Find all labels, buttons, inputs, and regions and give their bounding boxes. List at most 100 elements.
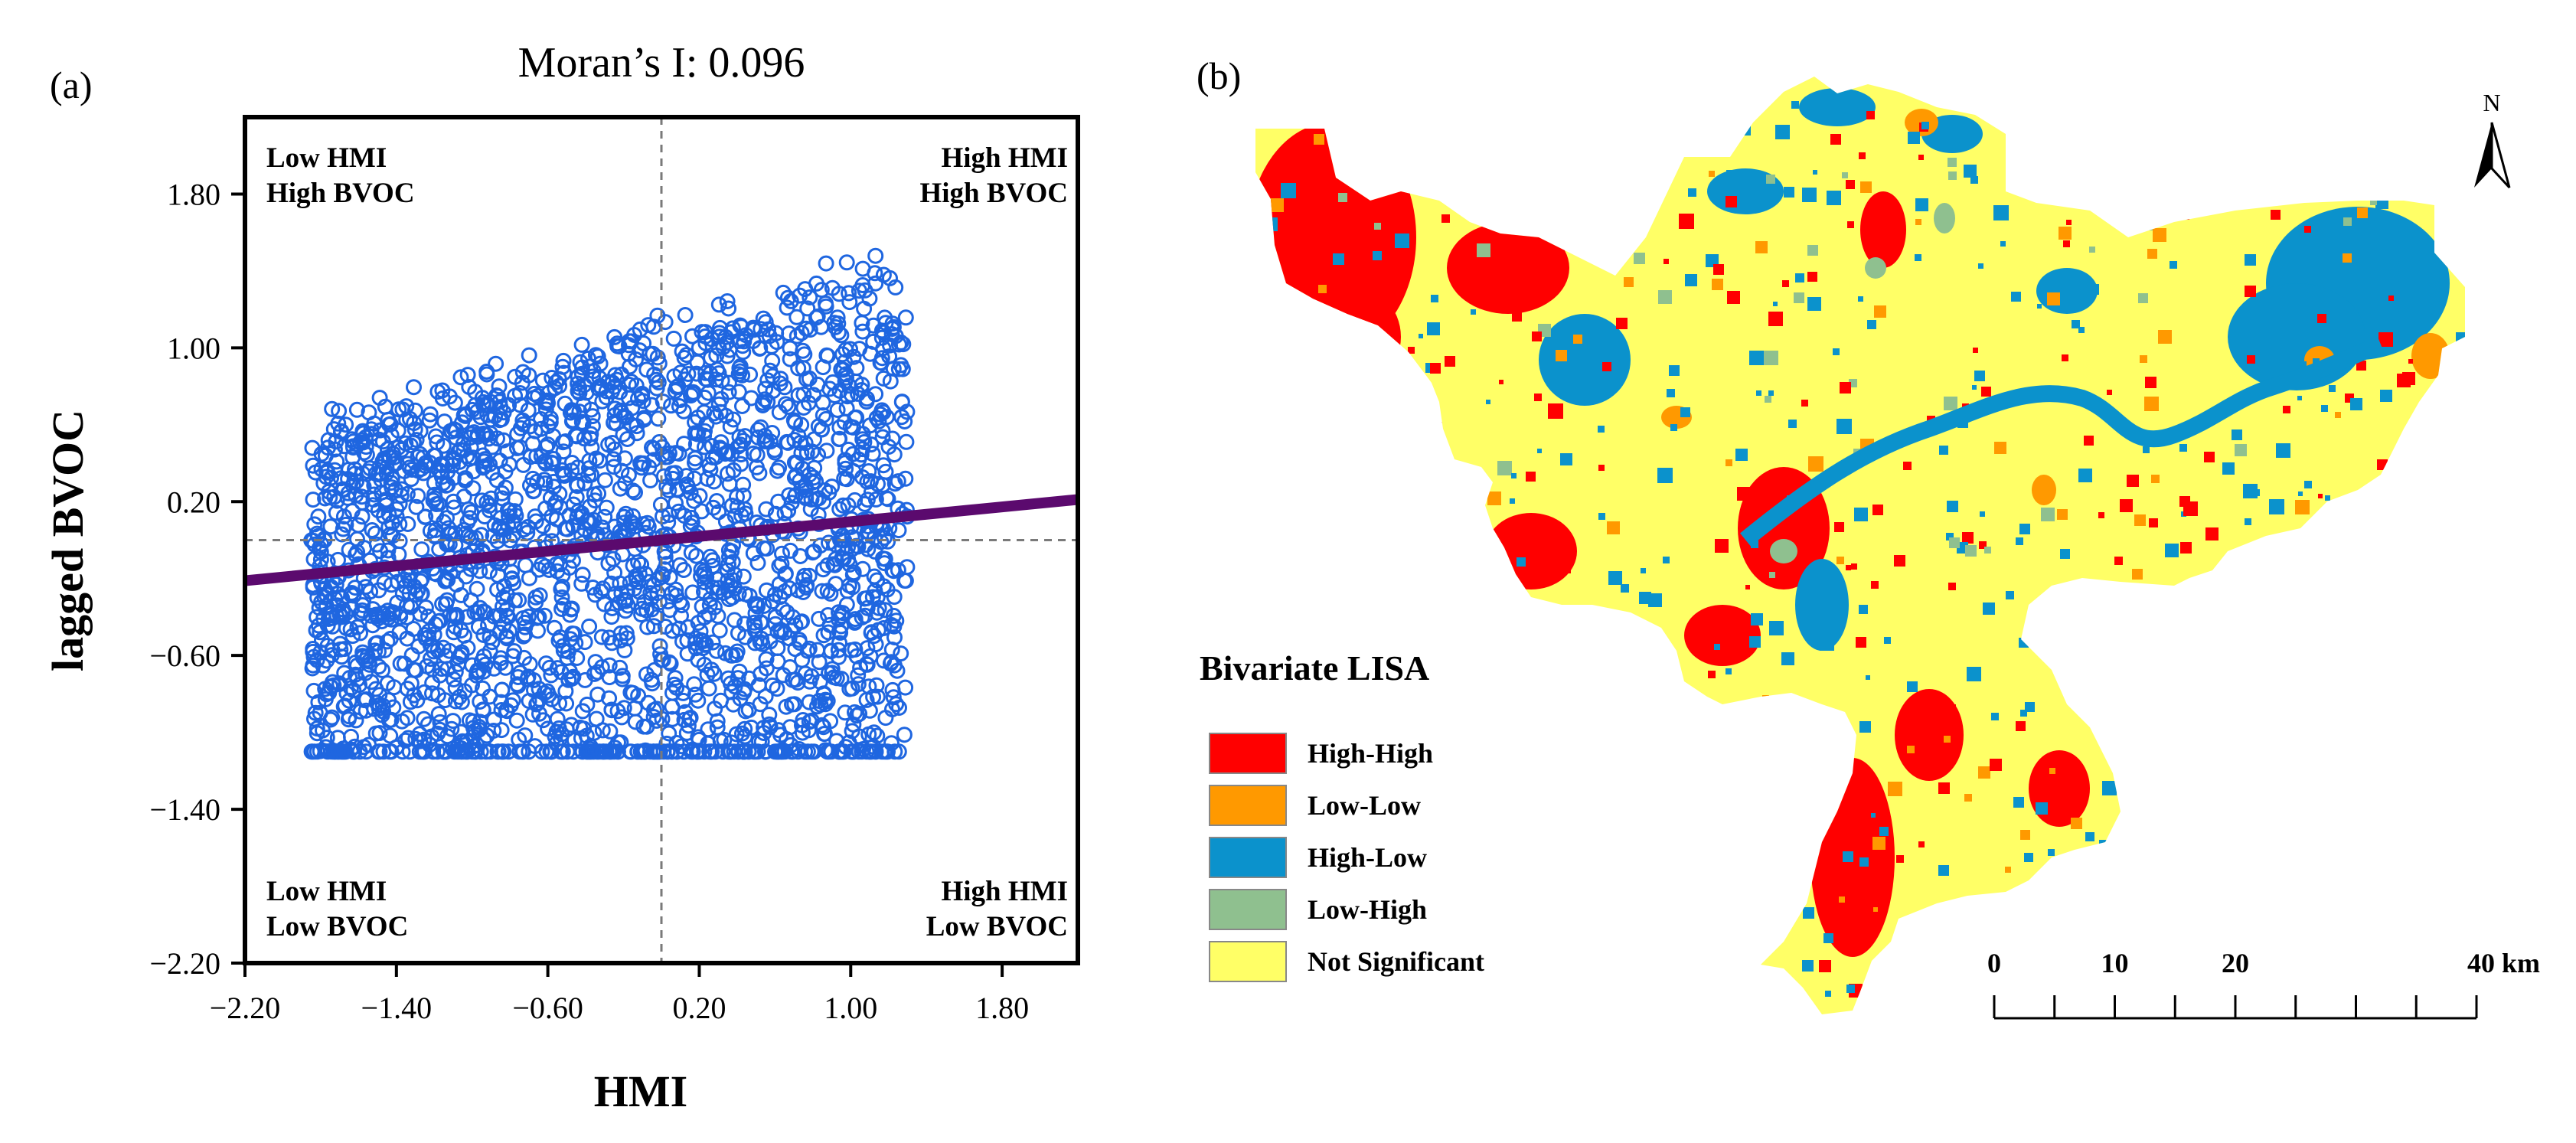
scatter-point <box>809 308 826 325</box>
scatter-point <box>659 449 676 465</box>
scatter-point <box>589 686 606 703</box>
scatter-point <box>656 561 673 578</box>
scatter-point <box>430 495 447 512</box>
map-pixel <box>1658 290 1672 304</box>
scatter-point <box>673 607 689 624</box>
scatter-point <box>436 743 452 760</box>
scatter-point <box>447 679 464 696</box>
scatter-point <box>723 543 740 560</box>
scatter-point <box>655 743 672 760</box>
patch-low-high <box>1934 203 1955 233</box>
map-pixel <box>2019 106 2028 115</box>
map-pixel <box>2060 549 2070 559</box>
scatter-point <box>733 507 750 524</box>
scatter-point <box>838 254 855 271</box>
scatter-point <box>364 522 380 538</box>
map-pixel <box>2062 354 2068 361</box>
map-pixel <box>1670 424 1677 431</box>
map-pixel <box>2057 509 2068 520</box>
scatter-point <box>374 484 390 501</box>
map-pixel <box>1735 449 1748 461</box>
scatter-point <box>594 722 611 739</box>
scatter-point <box>623 374 640 390</box>
scatter-point <box>751 465 768 482</box>
x-tick-label: −0.60 <box>512 991 583 1025</box>
scatter-point <box>854 441 871 458</box>
scatter-point <box>805 387 822 403</box>
scatter-point <box>439 510 455 527</box>
scatter-point <box>668 679 685 696</box>
scatter-point <box>475 459 491 476</box>
scatter-point <box>492 399 509 416</box>
scatter-point <box>893 394 910 410</box>
y-tick-label: 1.00 <box>167 331 220 365</box>
map-pixel <box>2063 240 2070 247</box>
scatter-point <box>865 317 882 334</box>
map-pixel <box>2170 261 2177 269</box>
scatter-point <box>489 533 506 550</box>
map-pixel <box>2156 833 2166 842</box>
map-pixel <box>2205 527 2218 540</box>
map-pixel <box>1782 280 1789 287</box>
map-pixel <box>2388 981 2397 989</box>
scatter-point <box>755 310 772 327</box>
map-pixel <box>1766 175 1775 184</box>
scatter-point <box>465 463 482 480</box>
map-pixel <box>2059 227 2072 240</box>
scatter-point <box>837 460 854 477</box>
scatter-point <box>675 562 692 578</box>
map-pixel <box>1727 813 1736 822</box>
scatter-point <box>426 626 442 643</box>
map-pixel <box>1281 697 1291 707</box>
map-pixel <box>2313 358 2320 365</box>
map-pixel <box>1623 229 1634 240</box>
map-pixel <box>1896 855 1904 863</box>
scatter-point <box>466 604 483 621</box>
map-pixel <box>1264 217 1278 231</box>
scatter-point <box>364 497 381 514</box>
map-pixel <box>1463 984 1477 998</box>
scatter-point <box>475 731 492 748</box>
patch-low-high <box>1770 539 1797 563</box>
scatter-point <box>831 623 847 640</box>
map-pixel <box>1406 432 1419 445</box>
map-pixel <box>2114 167 2124 178</box>
map-pixel <box>1794 292 1804 303</box>
map-pixel <box>1726 170 1735 179</box>
map-pixel <box>2271 210 2281 220</box>
map-pixel <box>1627 159 1634 167</box>
scatter-point <box>854 560 871 577</box>
scatter-point <box>876 530 893 546</box>
scatter-point <box>831 604 847 621</box>
map-pixel <box>1615 129 1621 135</box>
map-pixel <box>2259 119 2271 132</box>
scatter-point <box>617 475 633 491</box>
map-pixel <box>1493 828 1500 835</box>
map-pixel <box>2064 627 2074 637</box>
y-axis-ticks: 1.80 1.00 0.20 −0.60 −1.40 −2.20 <box>149 177 245 981</box>
scatter-point <box>433 661 450 678</box>
map-pixel <box>1650 960 1657 967</box>
scatter-point <box>460 501 477 518</box>
scatter-point <box>798 579 815 596</box>
map-pixel <box>2424 350 2438 364</box>
scatter-point <box>563 717 580 733</box>
plot-frame <box>243 115 1080 965</box>
map-pixel <box>2181 817 2186 822</box>
map-pixel <box>1484 698 1492 707</box>
map-pixel <box>2199 951 2208 960</box>
map-pixel <box>1445 906 1457 919</box>
scatter-point <box>445 713 462 730</box>
scatter-point <box>845 462 862 479</box>
scatter-point <box>899 559 916 576</box>
scatter-point <box>603 609 620 625</box>
map-pixel <box>2071 913 2085 927</box>
map-pixel <box>2123 197 2133 207</box>
scatter-point <box>328 505 344 521</box>
scatter-point <box>758 582 775 599</box>
scatter-point <box>818 443 835 459</box>
scatter-point <box>534 372 551 389</box>
scatter-point <box>735 476 752 493</box>
scatter-point <box>665 330 682 347</box>
map-pixel <box>1769 621 1784 635</box>
